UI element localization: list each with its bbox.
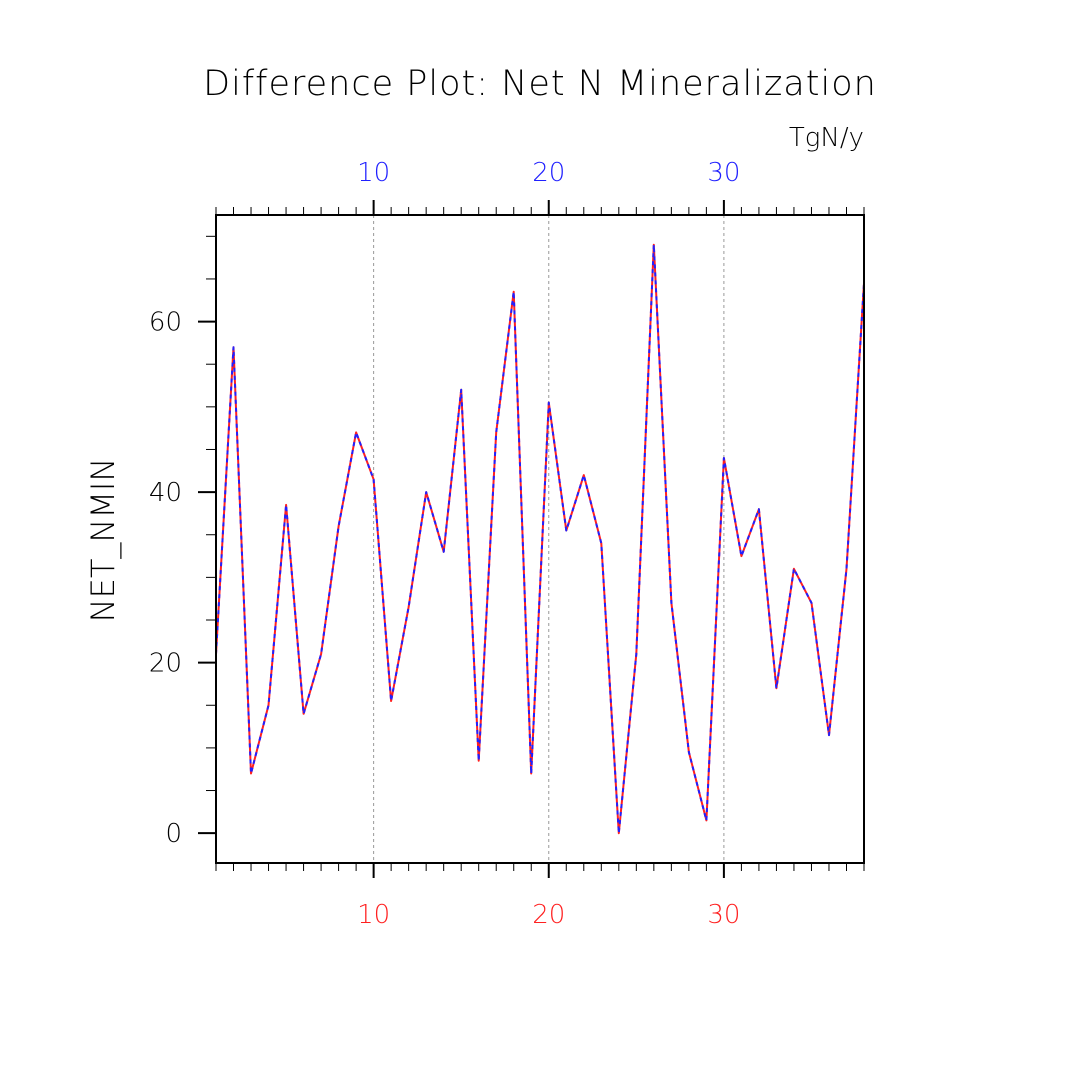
plot-frame	[215, 214, 865, 864]
x-tick-label-top: 30	[707, 158, 740, 188]
series-line-1	[215, 243, 865, 835]
y-tick-label: 60	[149, 308, 182, 338]
tick-labels: 10 10 20 20 30 30 0 20 40 60	[149, 158, 741, 930]
x-tick-label-bottom: 20	[532, 900, 565, 930]
ticks	[198, 200, 865, 878]
series-group	[215, 243, 865, 835]
y-tick-label: 0	[165, 819, 182, 849]
y-tick-label: 40	[149, 478, 182, 508]
x-tick-label-top: 20	[532, 158, 565, 188]
x-tick-label-bottom: 30	[707, 900, 740, 930]
series-line-2	[215, 243, 865, 835]
y-tick-label: 20	[149, 649, 182, 679]
x-tick-label-bottom: 10	[357, 900, 390, 930]
units-label: TgN/y	[789, 123, 864, 153]
grid	[373, 215, 725, 863]
chart-title: Difference Plot: Net N Mineralization	[203, 64, 877, 104]
y-axis-label: NET_NMIN	[84, 458, 122, 623]
x-tick-label-top: 10	[357, 158, 390, 188]
